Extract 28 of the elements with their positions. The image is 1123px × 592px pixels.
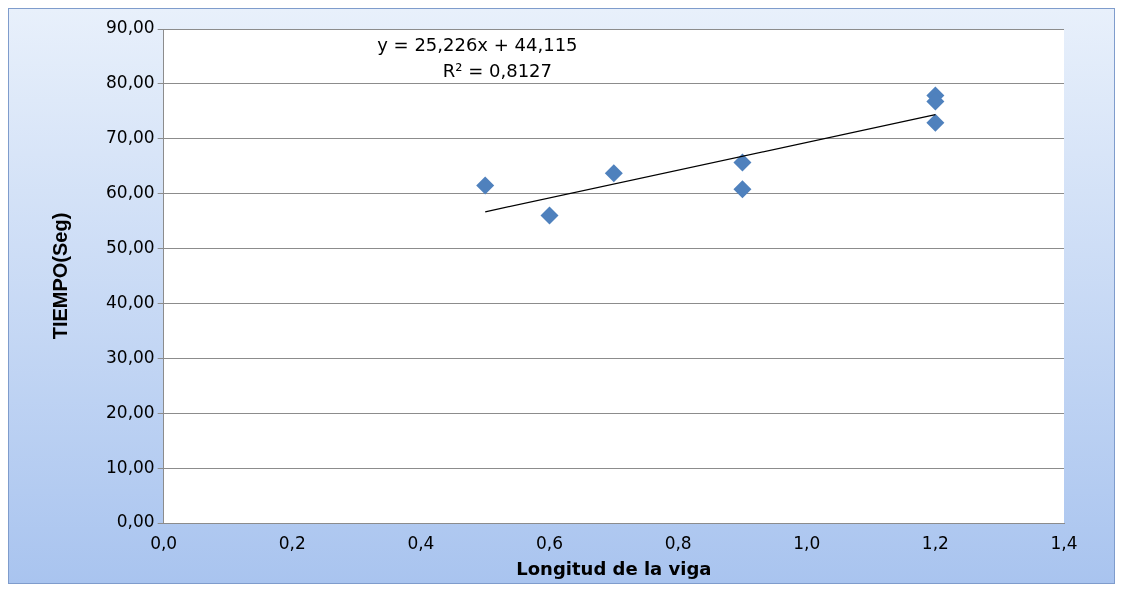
- x-tick-label: 0,6: [536, 532, 564, 553]
- x-tick-label: 0,2: [278, 532, 306, 553]
- y-tick-label: 50,00: [106, 236, 155, 257]
- point: [604, 164, 623, 183]
- y-tick-label: 70,00: [106, 127, 155, 148]
- point: [926, 113, 945, 132]
- x-tick-label: 0,4: [407, 532, 435, 553]
- x-tick-label: 1,4: [1050, 532, 1078, 553]
- point: [733, 180, 752, 199]
- annotation: R² = 0,8127: [442, 60, 552, 81]
- y-tick-label: 0,00: [116, 511, 155, 532]
- y-tick-label: 90,00: [106, 17, 155, 38]
- y-tick-label: 40,00: [106, 291, 155, 312]
- x-tick-label: 1,2: [921, 532, 949, 553]
- y-tick-label: 60,00: [106, 182, 155, 203]
- x-tick-label: 0,8: [664, 532, 692, 553]
- y-axis-title: TIEMPO(Seg): [48, 212, 71, 340]
- annotation: y = 25,226x + 44,115: [377, 34, 578, 55]
- y-tick-label: 20,00: [106, 401, 155, 422]
- x-axis-title: Longitud de la viga: [516, 557, 712, 579]
- y-tick-label: 30,00: [106, 346, 155, 367]
- point: [540, 206, 559, 225]
- point: [733, 153, 752, 172]
- x-tick-label: 0,0: [150, 532, 178, 553]
- point: [476, 176, 495, 195]
- y-tick-label: 80,00: [106, 72, 155, 93]
- y-tick-label: 10,00: [106, 456, 155, 477]
- x-tick-label: 1,0: [793, 532, 821, 553]
